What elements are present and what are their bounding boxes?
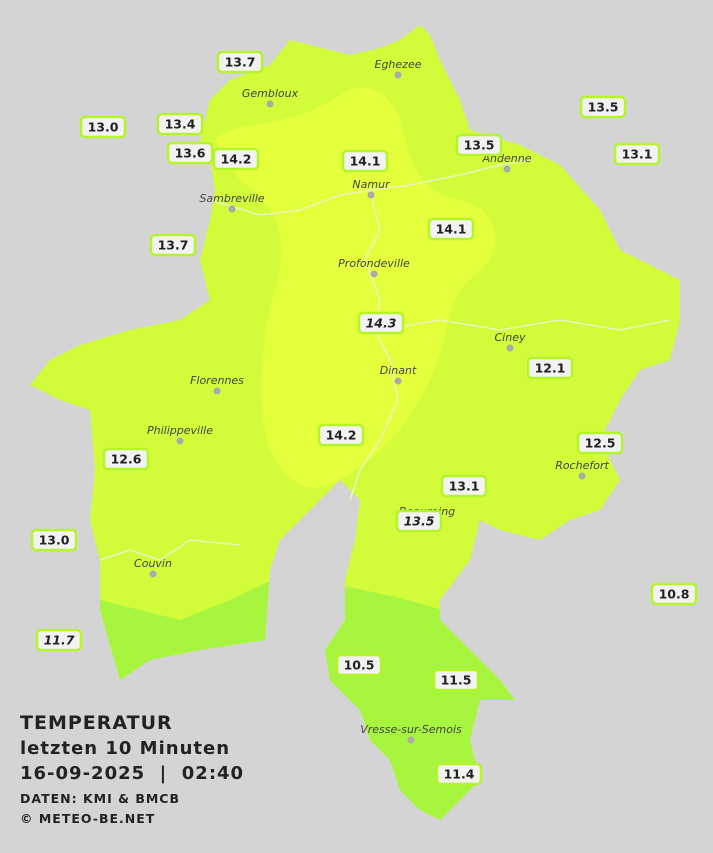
station-box xyxy=(156,112,204,136)
station-box xyxy=(395,509,443,533)
warm-zone xyxy=(215,87,496,488)
station-value: 13.1 xyxy=(622,147,653,162)
station-box xyxy=(166,141,214,165)
city-label: Dinant xyxy=(380,364,417,377)
station-box xyxy=(79,115,127,139)
city-dot xyxy=(266,100,274,108)
map-title: TEMPERATUR xyxy=(20,712,173,734)
station-value: 11.5 xyxy=(441,673,472,688)
city-label: Vresse-sur-Semois xyxy=(360,723,462,736)
period: letzten 10 Minuten xyxy=(20,738,230,759)
station-value: 13.6 xyxy=(175,146,206,161)
station-value: 13.4 xyxy=(165,117,196,132)
city-dot xyxy=(370,270,378,278)
station-value: 10.8 xyxy=(659,587,690,602)
source: DATEN: KMI & BMCB xyxy=(20,791,180,806)
station-box xyxy=(440,474,488,498)
station-box xyxy=(455,133,503,157)
city-dot xyxy=(176,437,184,445)
city-label: Couvin xyxy=(134,557,172,570)
station-value: 14.1 xyxy=(436,222,467,237)
timestamp: 16-09-2025 | 02:40 xyxy=(20,763,244,784)
station-box xyxy=(357,311,405,335)
station-box xyxy=(613,142,661,166)
station-value: 14.1 xyxy=(350,154,381,169)
station-value: 14.2 xyxy=(326,428,357,443)
station-box xyxy=(526,356,574,380)
station-value: 11.7 xyxy=(44,633,75,648)
city-label: Profondeville xyxy=(338,257,410,270)
city-dot xyxy=(578,472,586,480)
credit: © METEO-BE.NET xyxy=(20,811,155,826)
city-dot xyxy=(213,387,221,395)
city-dot xyxy=(228,205,236,213)
city-dot xyxy=(367,191,375,199)
city-dot xyxy=(407,736,415,744)
station-value: 12.6 xyxy=(111,452,142,467)
station-value: 14.2 xyxy=(221,152,252,167)
station-box xyxy=(212,147,260,171)
station-box xyxy=(102,447,150,471)
station-value: 13.0 xyxy=(39,533,70,548)
station-box xyxy=(579,95,627,119)
station-value: 13.5 xyxy=(404,514,435,529)
station-value: 12.1 xyxy=(535,361,566,376)
station-value: 12.5 xyxy=(585,436,616,451)
station-box xyxy=(335,653,383,677)
station-value: 14.3 xyxy=(366,316,397,331)
station-value: 13.5 xyxy=(464,138,495,153)
station-value: 10.5 xyxy=(344,658,375,673)
station-value: 13.7 xyxy=(225,55,256,70)
station-box xyxy=(427,217,475,241)
station-box xyxy=(650,582,698,606)
city-dot xyxy=(503,165,511,173)
city-label: Florennes xyxy=(190,374,244,387)
city-label: Sambreville xyxy=(199,192,264,205)
city-label: Namur xyxy=(352,178,391,191)
station-box xyxy=(30,528,78,552)
city-dot xyxy=(394,71,402,79)
station-box xyxy=(341,149,389,173)
station-box xyxy=(317,423,365,447)
station-value: 13.1 xyxy=(449,479,480,494)
city-label: Ciney xyxy=(495,331,526,344)
city-label: Gembloux xyxy=(242,87,299,100)
station-box xyxy=(149,233,197,257)
station-value: 13.5 xyxy=(588,100,619,115)
station-value: 13.0 xyxy=(88,120,119,135)
city-dot xyxy=(394,377,402,385)
station-box xyxy=(435,762,483,786)
city-label: Philippeville xyxy=(147,424,213,437)
station-box xyxy=(576,431,624,455)
station-value: 13.7 xyxy=(158,238,189,253)
station-box xyxy=(432,668,480,692)
city-label: Rochefort xyxy=(555,459,609,472)
city-dot xyxy=(149,570,157,578)
station-box xyxy=(216,50,264,74)
station-box xyxy=(35,628,83,652)
city-label: Eghezee xyxy=(375,58,422,71)
station-value: 11.4 xyxy=(444,767,475,782)
rivers xyxy=(99,159,671,561)
city-dot xyxy=(506,344,514,352)
stations: 13.7 13.0 13.4 13.6 14.2 14.1 13.5 13.5 13.1 13.7… xyxy=(30,50,698,786)
